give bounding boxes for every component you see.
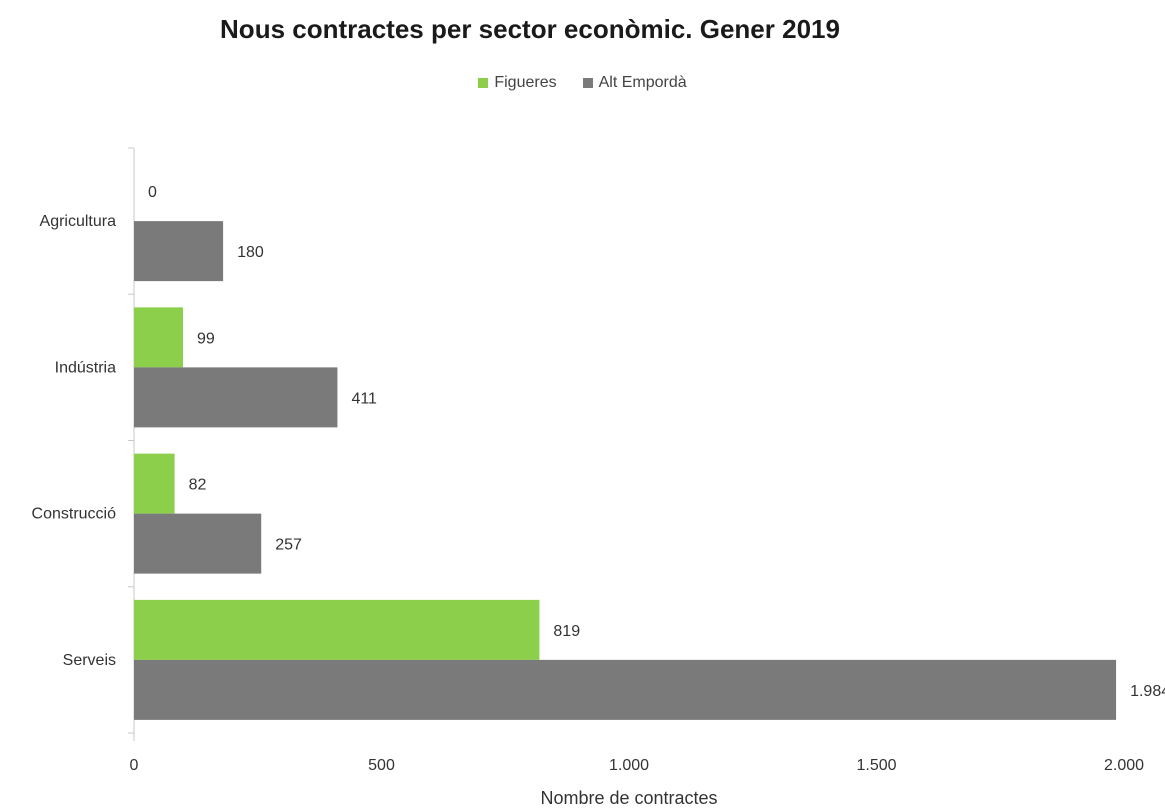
bar [134,367,338,428]
data-label: 0 [148,184,157,201]
bar [134,453,175,514]
bar [134,659,1117,720]
data-label: 180 [237,244,264,261]
legend-item-figueres: Figueres [478,74,557,92]
legend-swatch-alt-emporda [582,78,593,88]
x-tick-label: 2.000 [1104,757,1144,774]
category-label: Agricultura [40,213,117,230]
data-label: 257 [275,537,302,554]
x-tick-label: 1.500 [856,757,896,774]
x-tick-label: 0 [130,757,139,774]
data-label: 1.984 [1130,683,1165,700]
data-label: 99 [197,330,215,347]
data-label: 411 [351,390,377,407]
x-tick-label: 500 [368,757,395,774]
bar [134,221,224,282]
bar [134,513,262,574]
bar [134,307,184,368]
x-axis-title: Nombre de contractes [540,788,717,808]
bar [134,599,540,660]
data-label: 819 [553,623,580,640]
category-label: Construcció [32,506,117,523]
chart-legend: Figueres Alt Empordà [0,74,1165,92]
legend-item-alt-emporda: Alt Empordà [582,74,687,92]
legend-swatch-figueres [478,78,489,88]
category-label: Serveis [63,652,116,669]
legend-label-alt-emporda: Alt Empordà [598,74,687,91]
category-label: Indústria [55,359,116,376]
legend-label-figueres: Figueres [494,74,557,91]
x-tick-label: 1.000 [609,757,649,774]
chart-title: Nous contractes per sector econòmic. Gen… [220,14,840,44]
data-label: 82 [189,477,207,494]
